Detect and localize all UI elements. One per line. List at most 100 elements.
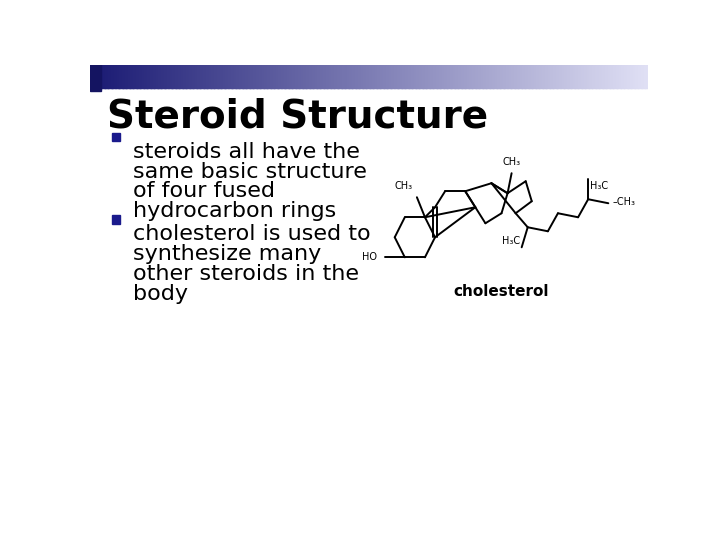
Bar — [307, 65, 310, 88]
Text: steroids all have the: steroids all have the — [132, 142, 359, 162]
Bar — [288, 65, 290, 88]
Bar — [112, 65, 114, 88]
Bar — [348, 65, 350, 88]
Bar — [351, 65, 353, 88]
Bar — [498, 65, 500, 88]
Bar — [336, 65, 338, 88]
Bar — [485, 65, 487, 88]
Bar — [541, 65, 543, 88]
Bar — [510, 65, 512, 88]
Bar — [459, 65, 461, 88]
Bar — [212, 65, 214, 88]
Bar — [523, 65, 525, 88]
Bar — [400, 65, 402, 88]
Bar — [478, 65, 480, 88]
Bar — [398, 65, 400, 88]
Bar — [585, 65, 588, 88]
Bar — [563, 65, 565, 88]
Bar — [158, 65, 161, 88]
Text: CH₃: CH₃ — [503, 157, 521, 167]
Bar — [449, 65, 451, 88]
Bar — [294, 65, 296, 88]
Bar — [600, 65, 603, 88]
Bar — [566, 65, 568, 88]
Bar — [465, 65, 467, 88]
Bar — [148, 65, 150, 88]
Bar — [90, 65, 92, 88]
Bar — [253, 65, 256, 88]
Bar — [233, 65, 235, 88]
Bar — [457, 65, 459, 88]
Bar — [591, 65, 593, 88]
Bar — [90, 65, 101, 91]
Bar — [105, 65, 107, 88]
Bar — [362, 65, 364, 88]
Bar — [474, 65, 476, 88]
Text: H₃C: H₃C — [590, 181, 608, 191]
Bar — [621, 65, 624, 88]
Bar — [297, 65, 299, 88]
Bar — [496, 65, 498, 88]
Bar — [382, 65, 384, 88]
Bar — [121, 65, 123, 88]
Bar — [291, 65, 293, 88]
Bar — [419, 65, 421, 88]
Bar — [228, 65, 230, 88]
Bar — [271, 65, 274, 88]
Bar — [611, 65, 613, 88]
Bar — [120, 65, 122, 88]
Bar — [258, 65, 261, 88]
Bar — [99, 65, 101, 88]
Bar — [578, 65, 580, 88]
Bar — [569, 65, 571, 88]
Bar — [441, 65, 444, 88]
Bar — [182, 65, 184, 88]
Bar — [605, 65, 607, 88]
Bar — [500, 65, 503, 88]
Bar — [93, 65, 95, 88]
Bar — [157, 65, 159, 88]
Bar — [227, 65, 229, 88]
Bar — [316, 65, 318, 88]
Bar — [546, 65, 549, 88]
Bar — [171, 65, 173, 88]
Bar — [266, 65, 268, 88]
Bar — [374, 65, 377, 88]
Bar — [408, 65, 410, 88]
Bar — [236, 65, 238, 88]
Bar — [340, 65, 342, 88]
Bar — [606, 65, 608, 88]
Bar — [575, 65, 577, 88]
Bar — [383, 65, 385, 88]
Bar — [174, 65, 176, 88]
Bar — [373, 65, 375, 88]
Bar — [379, 65, 381, 88]
Bar — [407, 65, 409, 88]
Bar — [176, 65, 179, 88]
Bar — [349, 65, 351, 88]
Bar — [300, 65, 302, 88]
Bar — [97, 65, 99, 88]
Bar — [325, 65, 328, 88]
Bar — [302, 65, 305, 88]
Bar — [279, 65, 281, 88]
Bar — [503, 65, 505, 88]
Bar — [450, 65, 452, 88]
Bar — [526, 65, 528, 88]
Bar — [508, 65, 510, 88]
Bar — [392, 65, 394, 88]
Bar — [423, 65, 426, 88]
Bar — [319, 65, 321, 88]
Bar — [471, 65, 473, 88]
Bar — [364, 65, 366, 88]
Bar — [112, 132, 120, 141]
Bar — [138, 65, 140, 88]
Bar — [217, 65, 219, 88]
Bar — [464, 65, 466, 88]
Bar — [343, 65, 345, 88]
Bar — [638, 65, 640, 88]
Bar — [243, 65, 246, 88]
Bar — [354, 65, 356, 88]
Bar — [642, 65, 644, 88]
Bar — [520, 65, 522, 88]
